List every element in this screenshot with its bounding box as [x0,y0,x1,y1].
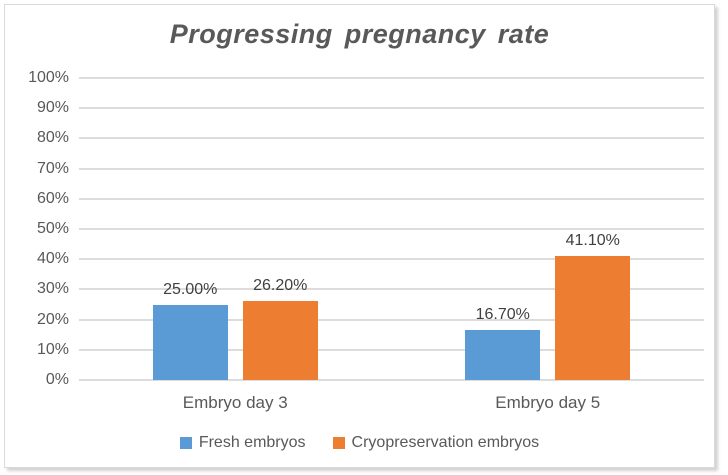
legend-item-cryopreservation-embryos: Cryopreservation embryos [332,434,540,452]
y-gridline [79,288,704,291]
y-gridline [79,77,704,79]
y-axis-tick-label: 10% [36,340,69,358]
bar-cryopreservation-embryos: 41.10% [555,232,631,380]
y-gridline [79,167,704,170]
y-gridline [79,137,704,140]
y-axis-tick-label: 50% [36,220,69,237]
y-axis-tick-label: 20% [36,310,69,328]
bar-cryopreservation-embryos: 26.20% [242,277,318,380]
y-axis-tick-label: 90% [36,99,69,117]
bar-fresh-embryos: 25.00% [152,281,228,380]
legend-marker-icon [332,437,345,449]
y-gridline [79,348,704,351]
y-gridline [79,107,704,110]
data-label: 16.70% [475,305,530,323]
y-axis-tick-label: 30% [36,280,69,298]
y-gridline [79,379,704,381]
bar-group-embryo-day-5: 16.70% 41.10% Embryo day 5 [392,78,705,412]
category-label: Embryo day 5 [495,393,601,412]
y-axis-tick-label: 100% [28,69,69,86]
y-gridline [79,258,704,261]
y-axis-tick-label: 80% [36,129,69,147]
legend-label: Fresh embryos [198,434,306,451]
data-label: 25.00% [163,280,218,298]
y-gridline [79,318,704,321]
y-axis-tick-label: 70% [36,159,69,177]
y-axis-tick-label: 0% [45,371,69,388]
legend-marker-icon [179,437,192,449]
chart-title: Progressing pregnancy rate [169,19,550,49]
y-axis-tick-label: 40% [36,250,69,268]
data-label: 26.20% [253,276,308,294]
data-label: 41.10% [565,231,620,249]
legend-item-fresh-embryos: Fresh embryos [179,434,306,452]
chart-container: Progressing pregnancy rate 0% 10% 20% 30% 40… [4,4,715,468]
plot-area: 0% 10% 20% 30% 40% 50% 60% 70% 80% 90% 100% 25.00% 2… [28,69,705,412]
bar-group-embryo-day-3: 25.00% 26.20% Embryo day 3 [79,78,392,412]
legend-label: Cryopreservation embryos [351,434,540,451]
bar-fresh-embryos: 16.70% [465,306,541,380]
y-axis-tick-label: 60% [36,189,69,207]
y-gridline [79,197,704,200]
y-gridline [79,228,704,230]
category-label: Embryo day 3 [182,393,288,412]
legend: Fresh embryos Cryopreservation embryos [5,434,714,452]
